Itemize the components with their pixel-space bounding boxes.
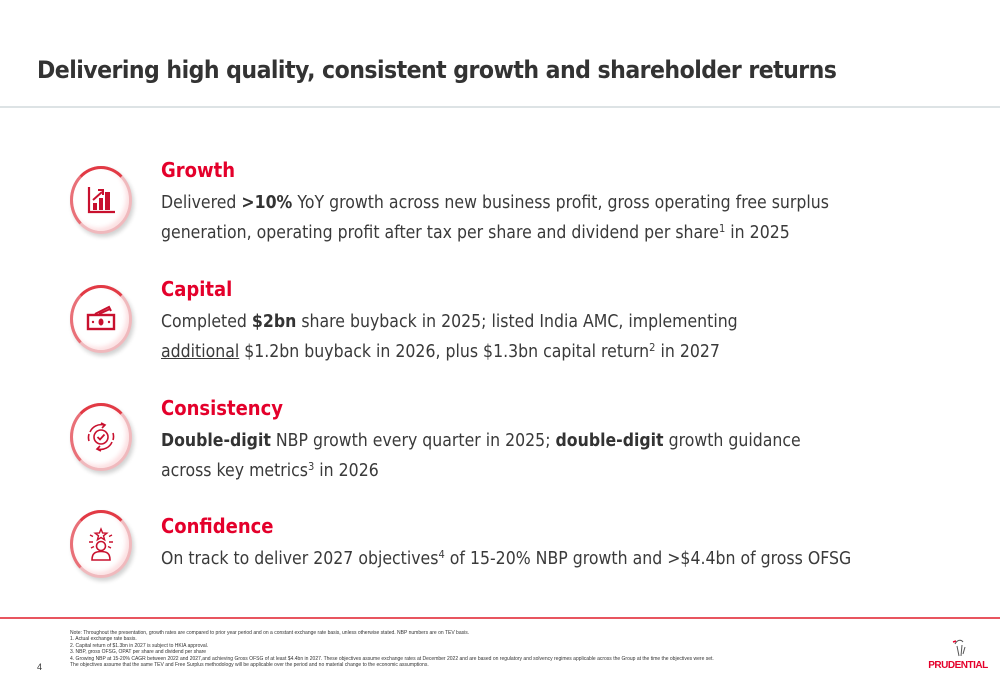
section-heading: Confidence: [161, 514, 274, 538]
title-divider: [0, 106, 1000, 108]
prudential-logo: PRUDENTIAL: [925, 636, 991, 678]
logo-text: PRUDENTIAL: [928, 660, 988, 671]
consistency-icon-badge: [70, 403, 132, 471]
body-text: generation, operating profit after tax p…: [161, 223, 719, 243]
body-text: Delivered: [161, 193, 242, 213]
section-body: Double-digit NBP growth every quarter in…: [161, 426, 801, 486]
body-text: share buyback in 2025; listed India AMC,…: [296, 312, 738, 332]
footnote: 4. Growing NBP at 15-20% CAGR between 20…: [70, 655, 714, 662]
bar-chart-growth-icon: [87, 187, 115, 214]
footnote-ref: 3: [307, 460, 315, 473]
body-bold: >10%: [241, 193, 293, 213]
page-title: Delivering high quality, consistent grow…: [37, 56, 837, 84]
section-body: Completed $2bn share buyback in 2025; li…: [161, 307, 738, 367]
footnote-ref: 4: [438, 548, 445, 561]
section-heading: Capital: [161, 277, 233, 301]
footer-divider: [0, 617, 1000, 619]
body-text: across key metrics: [161, 461, 308, 481]
capital-icon-badge: [70, 285, 132, 353]
footnote: The objectives assume that the same TEV …: [70, 662, 429, 669]
footnote: 3. NBP, gross OFSG, OPAT per share and d…: [70, 649, 207, 656]
body-text: Completed: [161, 312, 252, 332]
body-text: YoY growth across new business profit, g…: [292, 193, 829, 213]
confidence-icon-badge: [70, 510, 132, 578]
body-bold: Double-digit: [161, 431, 271, 451]
footnote: 2. Capital return of $1.3bn in 2027 is s…: [70, 642, 209, 649]
body-text: growth guidance: [663, 431, 801, 451]
section-heading: Consistency: [161, 396, 284, 420]
cycle-check-icon: [87, 422, 115, 452]
footnote: 1. Actual exchange rate basis.: [70, 636, 137, 643]
prudence-figure-icon: [952, 639, 966, 657]
footnotes: Note: Throughout the presentation, growt…: [70, 630, 714, 668]
section-body: Delivered >10% YoY growth across new bus…: [161, 188, 829, 248]
banknotes-icon: [86, 305, 116, 331]
body-text: in 2025: [725, 223, 790, 243]
body-text: $1.2bn buyback in 2026, plus $1.3bn capi…: [239, 342, 650, 362]
body-bold: $2bn: [251, 312, 297, 332]
page-number: 4: [37, 662, 43, 672]
body-underline: additional: [161, 342, 240, 362]
footnote-ref: 1: [719, 222, 726, 235]
footnote-ref: 2: [649, 341, 656, 354]
growth-icon-badge: [70, 166, 132, 234]
section-heading: Growth: [161, 158, 236, 182]
body-bold: double-digit: [555, 431, 664, 451]
section-body: On track to deliver 2027 objectives4 of …: [161, 544, 851, 574]
footnote: Note: Throughout the presentation, growt…: [70, 630, 470, 636]
body-text: On track to deliver 2027 objectives: [161, 549, 439, 569]
body-text: of 15-20% NBP growth and >$4.4bn of gros…: [444, 549, 852, 569]
body-text: NBP growth every quarter in 2025;: [270, 431, 556, 451]
body-text: in 2027: [655, 342, 720, 362]
person-star-icon: [89, 527, 113, 561]
body-text: in 2026: [314, 461, 379, 481]
